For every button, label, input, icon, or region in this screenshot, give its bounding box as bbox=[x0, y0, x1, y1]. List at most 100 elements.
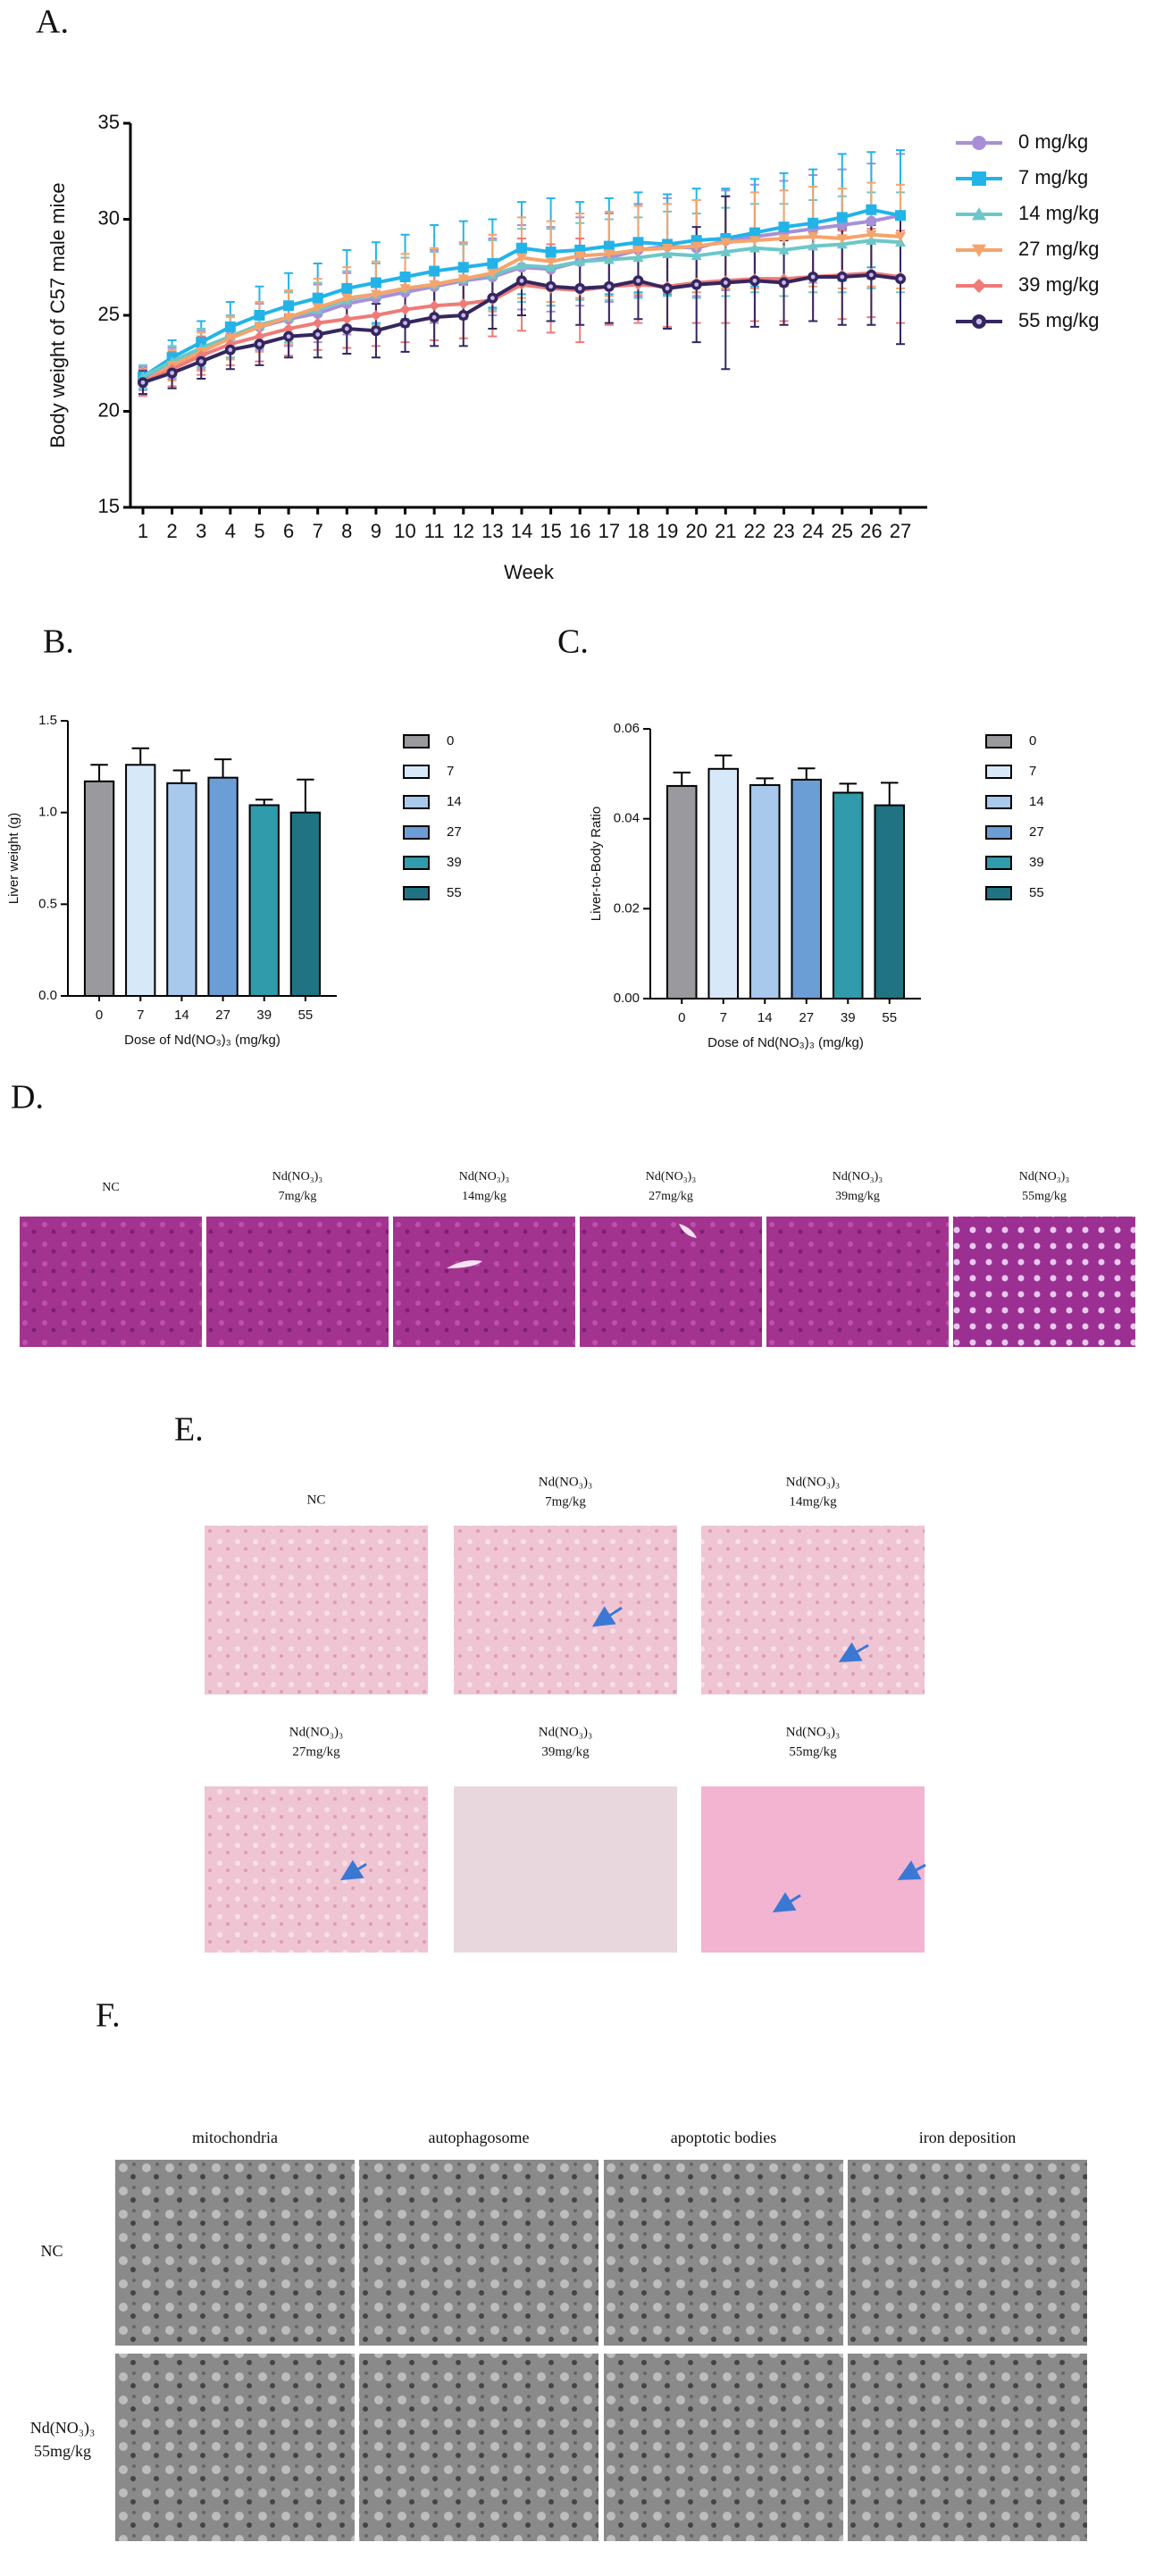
marker bbox=[972, 244, 986, 257]
y-tick-label: 0.5 bbox=[38, 896, 57, 911]
marker bbox=[429, 265, 440, 277]
marker-dot bbox=[228, 347, 233, 353]
marker bbox=[457, 298, 469, 310]
caption: Nd(NO₃)₃ bbox=[289, 1725, 343, 1739]
legend-swatch bbox=[403, 795, 430, 809]
em-image bbox=[115, 2160, 355, 2346]
em-image bbox=[604, 2354, 843, 2541]
legend-label: 27 bbox=[1029, 824, 1044, 840]
error-bar bbox=[880, 782, 899, 806]
x-tick-label: 21 bbox=[715, 520, 736, 542]
x-tick-label: 12 bbox=[453, 520, 474, 542]
legend-label: 7 mg/kg bbox=[1018, 166, 1088, 188]
x-tick-label: 55 bbox=[882, 1010, 897, 1025]
x-tick-label: 23 bbox=[773, 520, 794, 542]
caption: Nd(NO₃)₃ bbox=[646, 1170, 697, 1183]
caption: NC bbox=[307, 1493, 326, 1507]
marker bbox=[574, 251, 586, 262]
panel-label: D. bbox=[11, 1079, 44, 1117]
legend-swatch bbox=[403, 765, 430, 779]
marker-dot bbox=[810, 274, 816, 280]
marker-dot bbox=[577, 286, 582, 291]
marker bbox=[972, 171, 986, 186]
panel-d-images bbox=[20, 1217, 1135, 1347]
error-bar bbox=[839, 782, 858, 793]
marker bbox=[254, 322, 265, 332]
marker bbox=[866, 215, 877, 227]
marker bbox=[399, 272, 411, 282]
caption: NC bbox=[40, 2242, 63, 2260]
x-tick-label: 0 bbox=[96, 1008, 103, 1023]
caption: 55mg/kg bbox=[789, 1744, 837, 1759]
marker bbox=[516, 253, 527, 263]
caption: 14mg/kg bbox=[462, 1190, 506, 1203]
caption: 27mg/kg bbox=[292, 1744, 340, 1759]
arrow bbox=[772, 1892, 801, 1913]
marker bbox=[972, 207, 986, 221]
x-tick-label: 7 bbox=[137, 1008, 144, 1023]
x-tick-label: 39 bbox=[256, 1008, 272, 1023]
marker-dot bbox=[344, 326, 349, 331]
caption: Nd(NO₃)₃ bbox=[272, 1170, 323, 1183]
marker bbox=[632, 252, 644, 263]
x-tick-label: 0 bbox=[678, 1010, 685, 1025]
x-tick-label: 14 bbox=[511, 520, 532, 542]
marker bbox=[370, 277, 381, 289]
marker bbox=[341, 293, 353, 304]
marker-dot bbox=[140, 380, 146, 385]
marker bbox=[662, 243, 674, 254]
marker-dot bbox=[286, 334, 291, 339]
column-header: autophagosome bbox=[429, 2129, 530, 2146]
legend-label: 27 mg/kg bbox=[1018, 238, 1100, 260]
x-tick-label: 17 bbox=[598, 520, 620, 542]
x-tick-label: 18 bbox=[627, 520, 649, 542]
legend-swatch bbox=[985, 825, 1012, 840]
x-tick-label: 7 bbox=[720, 1010, 727, 1025]
marker bbox=[808, 217, 819, 229]
marker bbox=[603, 249, 615, 260]
arrow bbox=[339, 1860, 367, 1881]
marker bbox=[399, 304, 411, 315]
marker bbox=[370, 289, 381, 300]
micrograph bbox=[454, 1526, 677, 1694]
marker bbox=[370, 310, 381, 321]
error-bar bbox=[255, 799, 273, 806]
em-image bbox=[115, 2354, 355, 2541]
x-tick-label: 55 bbox=[298, 1008, 314, 1023]
marker bbox=[632, 246, 644, 255]
marker bbox=[866, 204, 877, 215]
caption: Nd(NO₃)₃ bbox=[30, 2419, 96, 2438]
marker bbox=[808, 232, 819, 242]
caption: Nd(NO₃)₃ bbox=[539, 1725, 592, 1739]
em-image bbox=[848, 2160, 1087, 2346]
marker-dot bbox=[840, 274, 845, 280]
micrograph bbox=[205, 1786, 428, 1953]
micrograph bbox=[580, 1217, 762, 1347]
panel-label: E. bbox=[174, 1411, 204, 1449]
error-bar bbox=[714, 754, 732, 769]
legend-swatch bbox=[985, 886, 1012, 900]
marker bbox=[224, 321, 236, 332]
marker bbox=[283, 300, 295, 312]
marker-dot bbox=[548, 284, 554, 289]
column-header: mitochondria bbox=[192, 2129, 278, 2146]
em-image bbox=[604, 2160, 843, 2346]
x-tick-label: 11 bbox=[424, 520, 445, 542]
error-bar bbox=[756, 777, 774, 785]
marker bbox=[836, 212, 848, 223]
caption: Nd(NO₃)₃ bbox=[833, 1170, 883, 1183]
x-tick-label: 1 bbox=[138, 520, 148, 542]
marker bbox=[341, 282, 353, 294]
x-tick-label: 19 bbox=[657, 520, 678, 542]
marker bbox=[778, 222, 790, 233]
marker-dot bbox=[373, 328, 379, 333]
em-image bbox=[848, 2354, 1087, 2541]
caption: Nd(NO₃)₃ bbox=[539, 1475, 592, 1489]
marker bbox=[749, 242, 760, 253]
marker-dot bbox=[257, 341, 262, 347]
marker bbox=[429, 280, 440, 290]
x-tick-label: 22 bbox=[744, 520, 766, 542]
y-tick-label: 35 bbox=[98, 111, 120, 133]
bar bbox=[832, 791, 864, 999]
marker-dot bbox=[694, 282, 699, 287]
